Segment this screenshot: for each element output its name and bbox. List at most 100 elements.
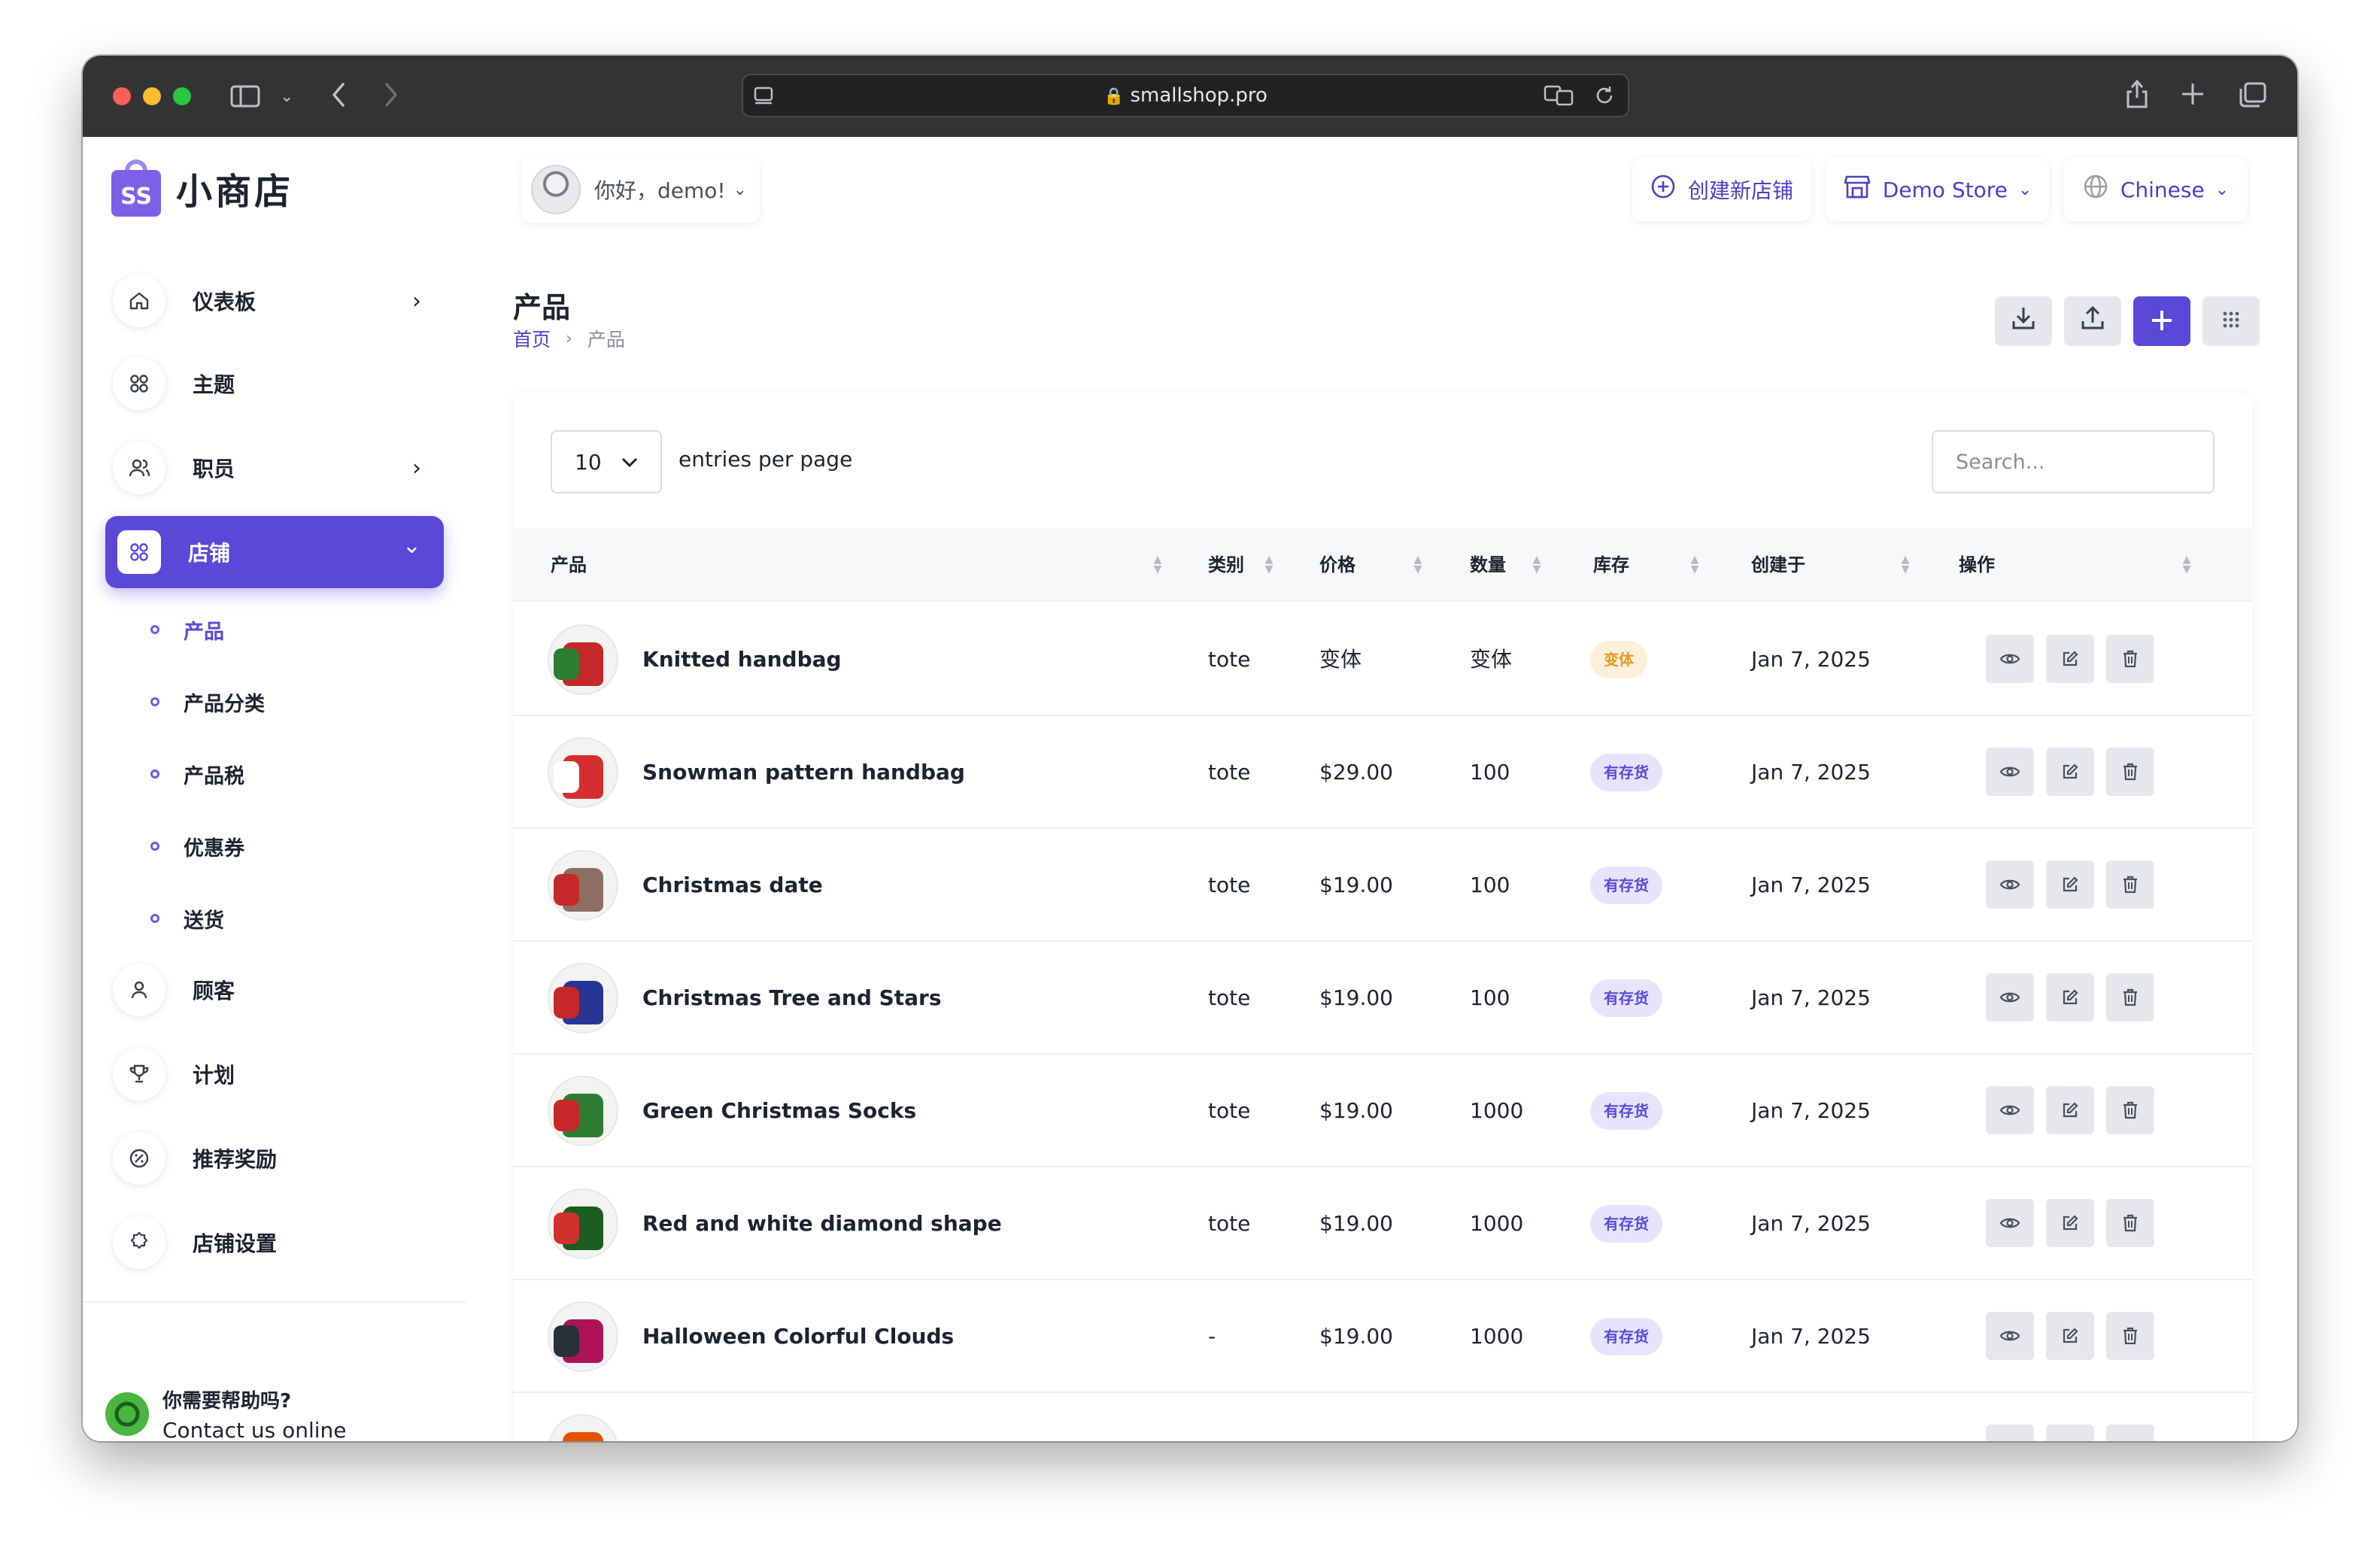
column-header-actions[interactable]: 操作	[1959, 554, 1995, 575]
bullet-icon	[150, 842, 159, 851]
product-thumbnail[interactable]	[549, 964, 617, 1032]
tabs-overview-icon[interactable]	[2239, 81, 2267, 113]
add-product-button[interactable]	[2133, 296, 2190, 346]
column-options-button[interactable]	[2202, 296, 2260, 346]
forward-arrow-icon[interactable]	[382, 81, 400, 113]
zoom-window-button[interactable]	[173, 87, 191, 105]
minimize-window-button[interactable]	[143, 87, 161, 105]
edit-button[interactable]	[2046, 748, 2094, 796]
sidebar-item-customers[interactable]: 顾客	[105, 954, 444, 1026]
view-button[interactable]	[1986, 748, 2034, 796]
chevron-right-icon: ›	[412, 287, 421, 314]
delete-button[interactable]	[2106, 748, 2154, 796]
brand-logo[interactable]: SS 小商店	[111, 159, 293, 217]
column-header-stock[interactable]: 库存	[1593, 554, 1629, 575]
product-thumbnail[interactable]	[549, 1190, 617, 1258]
column-header-category[interactable]: 类别	[1208, 554, 1244, 575]
delete-button[interactable]	[2106, 1312, 2154, 1360]
sidebar-subitem-coupons[interactable]: 优惠券	[143, 827, 244, 865]
sort-icon[interactable]: ▲ ▼	[1532, 554, 1541, 575]
create-store-button[interactable]: 创建新店铺	[1632, 158, 1811, 221]
view-button[interactable]	[1986, 1199, 2034, 1247]
upload-button[interactable]	[2064, 296, 2121, 346]
sidebar-item-dashboard[interactable]: 仪表板 ›	[105, 265, 444, 337]
product-name-link[interactable]: Christmas date	[642, 873, 823, 897]
store-switcher[interactable]: Demo Store ⌄	[1826, 158, 2049, 221]
column-header-price[interactable]: 价格	[1319, 554, 1355, 575]
view-button[interactable]	[1986, 1312, 2034, 1360]
translate-icon[interactable]	[1544, 84, 1574, 112]
search-input[interactable]	[1932, 430, 2215, 493]
table-row-partial	[513, 1393, 2252, 1441]
edit-button[interactable]	[2046, 1086, 2094, 1134]
view-button[interactable]	[1986, 1425, 2034, 1441]
sidebar-subitem-products[interactable]: 产品	[143, 611, 224, 648]
breadcrumb-home-link[interactable]: 首页	[513, 329, 551, 351]
delete-button[interactable]	[2106, 973, 2154, 1021]
delete-button[interactable]	[2106, 1086, 2154, 1134]
sort-icon[interactable]: ▲ ▼	[2182, 554, 2191, 575]
delete-button[interactable]	[2106, 1425, 2154, 1441]
table-row: Snowman pattern handbag tote $29.00 100 …	[513, 716, 2252, 829]
edit-button[interactable]	[2046, 860, 2094, 909]
column-header-created[interactable]: 创建于	[1751, 554, 1805, 575]
column-header-quantity[interactable]: 数量	[1470, 554, 1506, 575]
plus-icon[interactable]	[2180, 81, 2205, 111]
view-button[interactable]	[1986, 635, 2034, 683]
product-thumbnail[interactable]	[549, 851, 617, 919]
sort-icon[interactable]: ▲ ▼	[1690, 554, 1699, 575]
entries-per-page-select[interactable]: 10	[551, 430, 662, 493]
edit-button[interactable]	[2046, 1199, 2094, 1247]
chevron-down-icon	[621, 451, 638, 473]
close-window-button[interactable]	[113, 87, 131, 105]
product-thumbnail[interactable]	[549, 1303, 617, 1370]
url-text: 🔒 smallshop.pro	[743, 75, 1628, 117]
sort-icon[interactable]: ▲ ▼	[1413, 554, 1422, 575]
sidebar-item-referral-rewards[interactable]: 推荐奖励	[105, 1122, 444, 1194]
delete-button[interactable]	[2106, 1199, 2154, 1247]
sidebar-subitem-categories[interactable]: 产品分类	[143, 683, 265, 721]
product-name-link[interactable]: Green Christmas Socks	[642, 1098, 917, 1123]
edit-button[interactable]	[2046, 973, 2094, 1021]
view-button[interactable]	[1986, 860, 2034, 909]
product-name-link[interactable]: Halloween Colorful Clouds	[642, 1324, 955, 1349]
user-menu[interactable]: 你好，demo! ⌄	[522, 156, 760, 223]
product-thumbnail[interactable]	[549, 739, 617, 806]
product-thumbnail[interactable]	[549, 626, 617, 694]
sidebar-item-plans[interactable]: 计划	[105, 1038, 444, 1110]
delete-button[interactable]	[2106, 635, 2154, 683]
sidebar-item-store[interactable]: 店铺 ⌄	[105, 516, 444, 588]
page-settings-icon[interactable]	[752, 84, 775, 111]
sort-icon[interactable]: ▲ ▼	[1901, 554, 1910, 575]
product-name-link[interactable]: Christmas Tree and Stars	[642, 985, 942, 1010]
sidebar-toggle-icon[interactable]	[230, 84, 260, 113]
sidebar-item-themes[interactable]: 主题	[105, 348, 444, 420]
product-name-link[interactable]: Snowman pattern handbag	[642, 760, 965, 785]
sort-icon[interactable]: ▲ ▼	[1153, 554, 1162, 575]
edit-button[interactable]	[2046, 635, 2094, 683]
created-date-cell: Jan 7, 2025	[1751, 647, 1871, 672]
download-button[interactable]	[1995, 296, 2052, 346]
view-button[interactable]	[1986, 1086, 2034, 1134]
delete-button[interactable]	[2106, 860, 2154, 909]
sidebar-item-store-settings[interactable]: 店铺设置	[105, 1207, 444, 1279]
back-arrow-icon[interactable]	[329, 81, 348, 113]
product-name-link[interactable]: Red and white diamond shape	[642, 1211, 1002, 1236]
view-button[interactable]	[1986, 973, 2034, 1021]
help-widget[interactable]: 你需要帮助吗? Contact us online	[105, 1386, 346, 1441]
language-selector[interactable]: Chinese ⌄	[2064, 158, 2248, 221]
sort-icon[interactable]: ▲ ▼	[1264, 554, 1273, 575]
reload-icon[interactable]	[1593, 84, 1616, 111]
chevron-down-icon[interactable]: ⌄	[280, 87, 294, 106]
product-name-link[interactable]: Knitted handbag	[642, 647, 842, 672]
help-contact-link[interactable]: Contact us online	[162, 1418, 347, 1441]
column-header-product[interactable]: 产品	[551, 554, 587, 575]
product-thumbnail[interactable]	[549, 1077, 617, 1145]
sidebar-subitem-shipping[interactable]: 送货	[143, 900, 224, 937]
sidebar-item-staff[interactable]: 职员 ›	[105, 432, 444, 504]
share-icon[interactable]	[2124, 78, 2150, 114]
sidebar-subitem-taxes[interactable]: 产品税	[143, 755, 244, 793]
edit-button[interactable]	[2046, 1312, 2094, 1360]
edit-button[interactable]	[2046, 1425, 2094, 1441]
address-bar[interactable]: 🔒 smallshop.pro	[742, 74, 1629, 117]
